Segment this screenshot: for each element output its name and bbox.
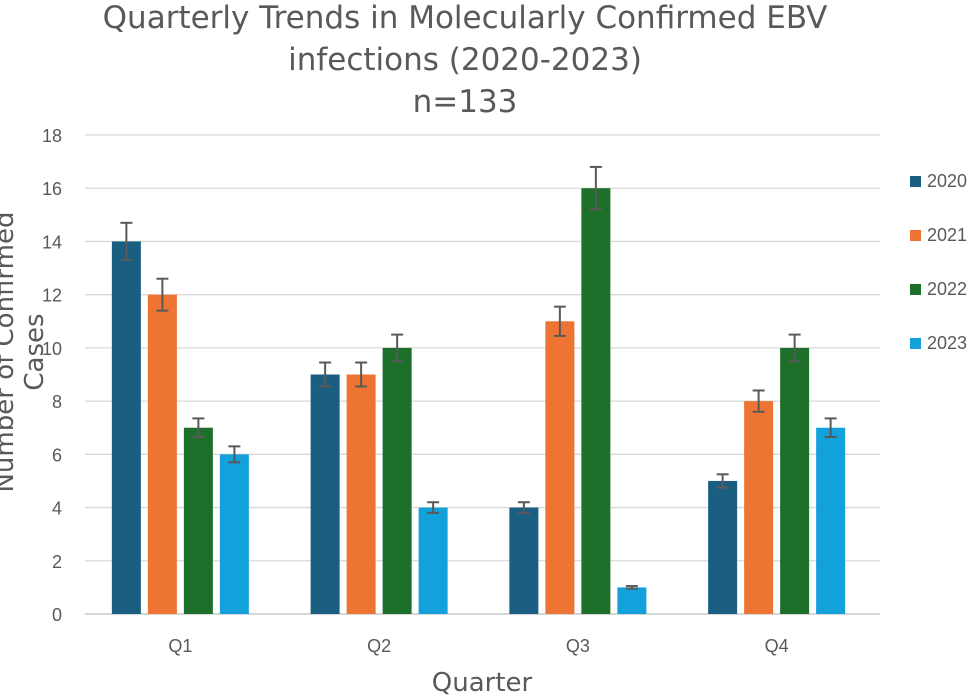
- legend-item-2022: 2022: [910, 278, 975, 300]
- x-tick-label-q3: Q3: [566, 636, 590, 656]
- bar-q1-2023: [219, 454, 249, 614]
- y-tick-label-2: 2: [52, 552, 62, 572]
- bar-q3-2023: [617, 587, 647, 614]
- legend-label-2022: 2022: [927, 279, 968, 299]
- legend-swatch-2023: [910, 338, 921, 349]
- bar-q2-2021: [346, 374, 376, 614]
- chart-title-line-3: n=133: [412, 84, 518, 120]
- bar-q4-2021: [744, 401, 774, 614]
- y-tick-label-14: 14: [42, 232, 62, 252]
- legend-label-2023: 2023: [927, 333, 968, 353]
- bar-q4-2020: [708, 480, 738, 614]
- y-tick-label-12: 12: [42, 286, 62, 306]
- x-tick-label-q4: Q4: [765, 636, 789, 656]
- legend-swatch-2021: [910, 230, 921, 241]
- y-tick-label-8: 8: [52, 392, 62, 412]
- y-tick-label-10: 10: [42, 339, 62, 359]
- legend-item-2023: 2023: [910, 332, 975, 354]
- bar-q1-2022: [183, 427, 213, 614]
- legend-swatch-2022: [910, 284, 921, 295]
- y-tick-label-16: 16: [42, 179, 62, 199]
- legend-label-2021: 2021: [927, 225, 968, 245]
- legend-swatch-2020: [910, 176, 921, 187]
- y-axis-label: Number of Confirmed Cases: [0, 211, 50, 493]
- x-tick-label-q2: Q2: [367, 636, 391, 656]
- y-tick-label-0: 0: [52, 605, 62, 625]
- bar-q4-2022: [780, 347, 810, 614]
- chart-title-line-1: Quarterly Trends in Molecularly Confirme…: [102, 0, 828, 36]
- x-axis-label: Quarter: [431, 668, 533, 698]
- bar-q3-2022: [581, 188, 611, 614]
- bar-q1-2021: [147, 294, 177, 614]
- y-tick-label-18: 18: [42, 126, 62, 146]
- bar-q4-2023: [816, 427, 846, 614]
- bar-q3-2021: [545, 321, 575, 614]
- bar-q2-2020: [310, 374, 340, 614]
- y-tick-label-6: 6: [52, 445, 62, 465]
- y-tick-label-4: 4: [52, 499, 62, 519]
- chart-title-line-2: infections (2020-2023): [288, 42, 642, 78]
- bar-q3-2020: [509, 507, 539, 614]
- bar-q2-2023: [418, 507, 448, 614]
- legend-item-2020: 2020: [910, 170, 975, 192]
- bar-q1-2020: [111, 241, 141, 614]
- x-tick-label-q1: Q1: [168, 636, 192, 656]
- legend-label-2020: 2020: [927, 171, 968, 191]
- bar-q2-2022: [382, 347, 412, 614]
- legend-item-2021: 2021: [910, 224, 975, 246]
